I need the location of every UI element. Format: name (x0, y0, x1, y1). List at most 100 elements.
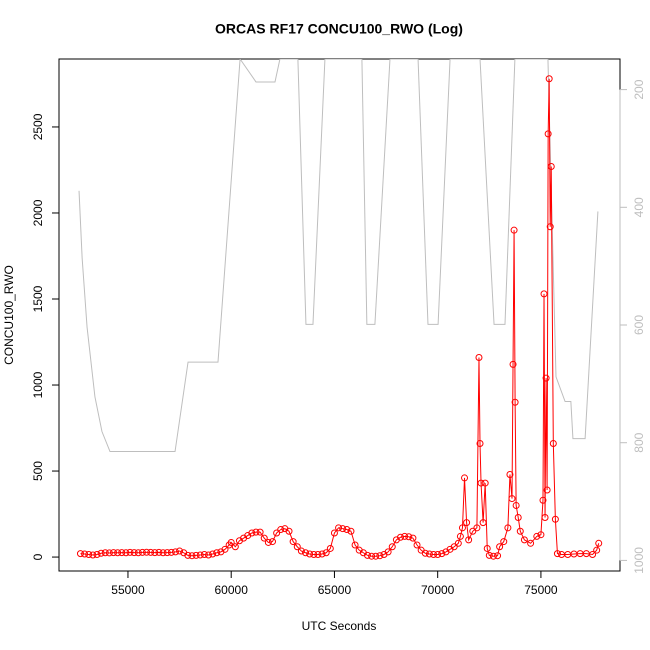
data-point (134, 549, 142, 557)
data-point (151, 549, 159, 557)
chart-title: ORCAS RF17 CONCU100_RWO (Log) (215, 21, 463, 37)
x-tick-label: 60000 (215, 583, 249, 597)
data-point (533, 532, 541, 540)
data-point (285, 527, 293, 535)
data-point (209, 550, 217, 558)
data-point (213, 549, 221, 557)
data-point (188, 552, 196, 560)
data-point (483, 544, 491, 552)
x-tick-label: 70000 (421, 583, 455, 597)
data-point (347, 527, 355, 535)
data-point (163, 549, 171, 557)
data-point (200, 550, 208, 558)
data-point (122, 549, 130, 557)
data-point (421, 549, 429, 557)
data-point (89, 551, 97, 559)
data-point (335, 524, 343, 532)
data-point (376, 552, 384, 560)
x-tick-label: 55000 (111, 583, 145, 597)
data-point (401, 532, 409, 540)
data-point (425, 550, 433, 558)
data-point (110, 549, 118, 557)
data-point (477, 479, 485, 487)
y-axis-label: CONCU100_RWO (2, 265, 16, 365)
data-point (330, 529, 338, 537)
data-point (456, 532, 464, 540)
data-point (469, 527, 477, 535)
data-point (368, 552, 376, 560)
data-point (511, 398, 519, 406)
data-point (473, 524, 481, 532)
y2-tick-label: 800 (632, 432, 646, 452)
data-point (539, 496, 547, 504)
data-point (297, 547, 305, 555)
data-point (506, 470, 514, 478)
data-point (510, 226, 518, 234)
data-point (430, 550, 438, 558)
data-point (434, 550, 442, 558)
data-point (318, 550, 326, 558)
y-tick-label: 2500 (31, 113, 45, 140)
data-point (589, 550, 597, 558)
data-point (520, 536, 528, 544)
data-point (252, 528, 260, 536)
data-point (339, 525, 347, 533)
data-point (264, 538, 272, 546)
data-point (500, 538, 508, 546)
data-point (76, 550, 84, 558)
data-point (489, 552, 497, 560)
data-point (595, 539, 603, 547)
data-point (260, 534, 268, 542)
data-point (546, 223, 554, 231)
data-point (167, 548, 175, 556)
data-point (97, 549, 105, 557)
y2-tick-label: 200 (632, 79, 646, 99)
y-tick-label: 500 (31, 461, 45, 481)
data-point (310, 550, 318, 558)
data-point (508, 495, 516, 503)
data-point (130, 549, 138, 557)
plot-area (76, 59, 603, 560)
data-point (326, 544, 334, 552)
y-tick-label: 1000 (31, 371, 45, 398)
data-point (384, 548, 392, 556)
data-point (461, 474, 469, 482)
data-point (438, 550, 446, 558)
data-point (314, 550, 322, 558)
y-tick-label: 2000 (31, 199, 45, 226)
data-point (171, 548, 179, 556)
data-point (138, 548, 146, 556)
data-point (81, 550, 89, 558)
data-point (143, 548, 151, 556)
data-point (540, 290, 548, 298)
data-point (545, 75, 553, 83)
data-point (268, 538, 276, 546)
data-point (547, 163, 555, 171)
data-point (553, 550, 561, 558)
data-point (516, 527, 524, 535)
data-point (504, 524, 512, 532)
data-point (397, 533, 405, 541)
data-point (463, 519, 471, 527)
data-point (372, 552, 380, 560)
data-point (155, 548, 163, 556)
data-point (413, 541, 421, 549)
data-point (476, 440, 484, 448)
data-point (248, 529, 256, 537)
data-point (126, 548, 134, 556)
data-point (543, 486, 551, 494)
data-point (147, 548, 155, 556)
data-point (479, 519, 487, 527)
data-point (85, 550, 93, 558)
x-axis-label: UTC Seconds (302, 619, 377, 633)
data-point (481, 479, 489, 487)
data-point (231, 543, 239, 551)
plot-frame (58, 58, 621, 572)
data-point (509, 360, 517, 368)
pressure-line (78, 59, 599, 453)
y-tick-label: 1500 (31, 285, 45, 312)
data-point (322, 549, 330, 557)
data-point (343, 526, 351, 534)
